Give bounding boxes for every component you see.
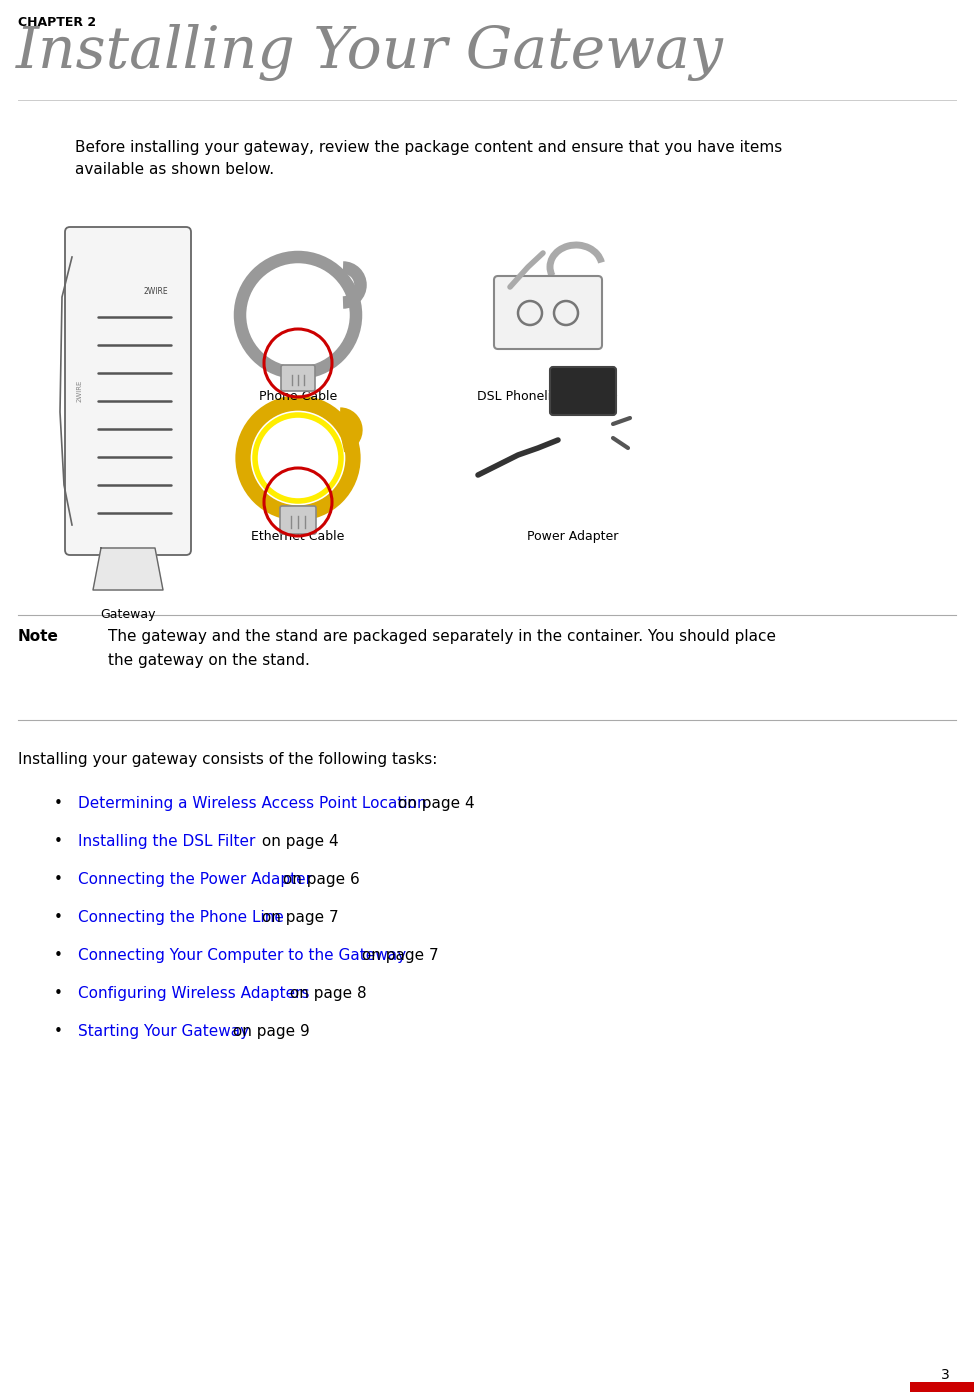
Text: Configuring Wireless Adapters: Configuring Wireless Adapters (78, 986, 310, 1001)
Text: DSL Phoneline Filter(s): DSL Phoneline Filter(s) (477, 390, 618, 404)
Text: •: • (54, 834, 62, 849)
Text: Installing the DSL Filter: Installing the DSL Filter (78, 834, 255, 849)
Text: 2WIRE: 2WIRE (77, 380, 83, 402)
Text: on page 9: on page 9 (228, 1025, 310, 1038)
Text: the gateway on the stand.: the gateway on the stand. (108, 653, 310, 668)
FancyBboxPatch shape (65, 227, 191, 555)
Text: on page 7: on page 7 (257, 910, 338, 926)
Text: The gateway and the stand are packaged separately in the container. You should p: The gateway and the stand are packaged s… (108, 629, 776, 644)
Text: on page 6: on page 6 (279, 871, 360, 887)
Text: •: • (54, 910, 62, 926)
Text: CHAPTER 2: CHAPTER 2 (18, 15, 96, 29)
FancyBboxPatch shape (280, 507, 316, 535)
FancyBboxPatch shape (494, 276, 602, 349)
Text: Before installing your gateway, review the package content and ensure that you h: Before installing your gateway, review t… (75, 141, 782, 177)
Text: 2WIRE: 2WIRE (143, 287, 168, 296)
Polygon shape (93, 548, 163, 590)
Text: •: • (54, 986, 62, 1001)
Text: •: • (54, 948, 62, 963)
Text: Installing Your Gateway: Installing Your Gateway (16, 24, 724, 81)
Text: Power Adapter: Power Adapter (527, 530, 618, 543)
Text: Determining a Wireless Access Point Location: Determining a Wireless Access Point Loca… (78, 796, 427, 812)
Text: Connecting Your Computer to the Gateway: Connecting Your Computer to the Gateway (78, 948, 406, 963)
FancyBboxPatch shape (550, 367, 616, 415)
Text: Installing your gateway consists of the following tasks:: Installing your gateway consists of the … (18, 752, 437, 767)
Text: on page 4: on page 4 (393, 796, 474, 812)
Text: •: • (54, 1025, 62, 1038)
Text: Connecting the Power Adapter: Connecting the Power Adapter (78, 871, 312, 887)
Text: Gateway: Gateway (100, 608, 156, 621)
Text: •: • (54, 871, 62, 887)
Text: on page 4: on page 4 (257, 834, 338, 849)
Text: 3: 3 (941, 1368, 950, 1382)
Text: Connecting the Phone Line: Connecting the Phone Line (78, 910, 283, 926)
Bar (910, 1382, 974, 1392)
Text: •: • (54, 796, 62, 812)
FancyBboxPatch shape (281, 365, 315, 391)
Text: Ethernet Cable: Ethernet Cable (251, 530, 345, 543)
Text: on page 8: on page 8 (285, 986, 367, 1001)
Text: on page 7: on page 7 (356, 948, 438, 963)
Text: Starting Your Gateway: Starting Your Gateway (78, 1025, 249, 1038)
Text: Phone Cable: Phone Cable (259, 390, 337, 404)
Text: Note: Note (18, 629, 58, 644)
